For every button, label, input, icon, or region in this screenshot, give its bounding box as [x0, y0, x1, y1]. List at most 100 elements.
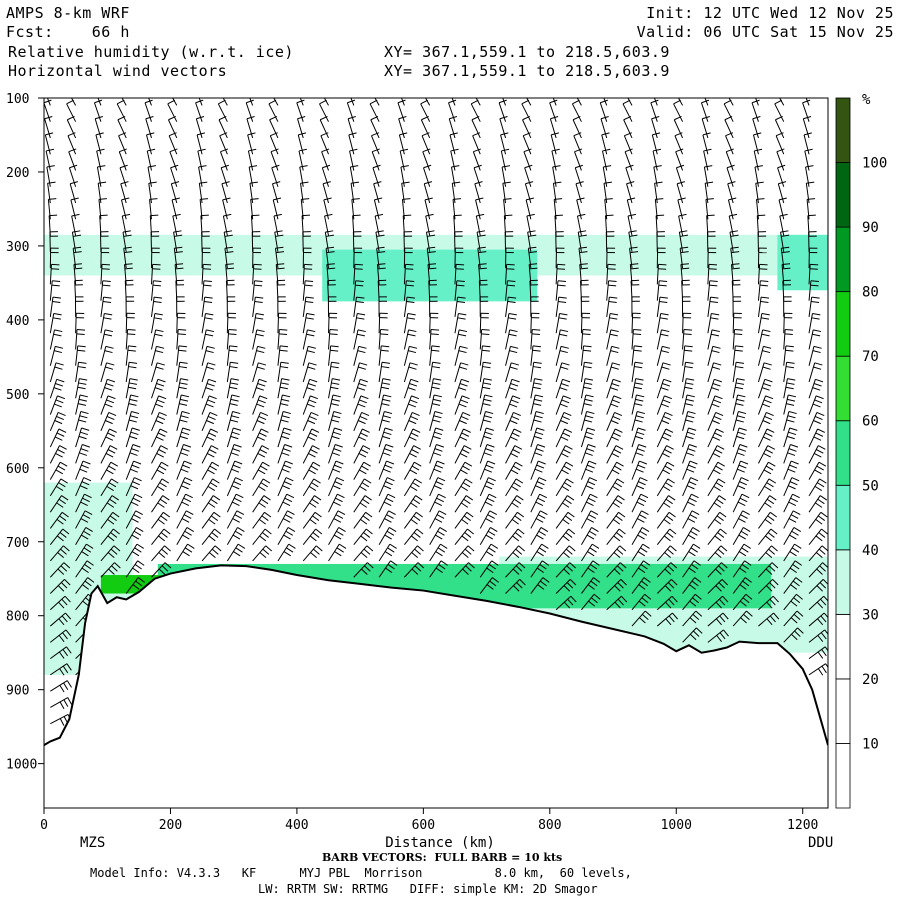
wind-barb-774	[677, 98, 684, 106]
wind-barb-680	[601, 148, 611, 171]
wind-barb-909	[774, 99, 785, 122]
wind-barb-863	[732, 427, 747, 448]
physics-info: LW: RRTM SW: RRTMG DIFF: simple KM: 2D S…	[258, 882, 598, 896]
wind-barb-113	[121, 213, 131, 236]
wind-barb-109	[118, 148, 127, 171]
wind-barb-876	[751, 99, 760, 122]
wind-barb-526	[475, 197, 484, 220]
wind-barb-582	[521, 99, 532, 122]
y-tick-label-700: 700	[6, 536, 29, 551]
wind-barb-348	[324, 213, 333, 236]
wind-barb-773	[656, 612, 679, 627]
wind-barb-820	[707, 280, 718, 301]
wind-barb-466	[424, 197, 433, 220]
wind-barb-365	[328, 493, 345, 513]
wind-barb-679	[601, 132, 610, 155]
wind-barb-862	[732, 411, 747, 431]
wind-barb-493	[450, 148, 459, 171]
wind-barb-443	[403, 312, 416, 334]
y-tick-label-200: 200	[6, 166, 29, 181]
wind-barb-304	[277, 444, 293, 464]
wind-barb-372	[348, 132, 357, 155]
wind-barb-422	[378, 460, 395, 480]
wind-barb-554	[500, 148, 510, 171]
wind-barb-812	[703, 148, 712, 171]
wind-barb-537	[479, 378, 492, 399]
wind-barb-248	[226, 477, 243, 497]
wind-barb-793	[682, 394, 695, 415]
wind-barb-857	[732, 329, 743, 350]
wind-barb-634	[555, 445, 573, 464]
wind-barb-333	[302, 445, 320, 464]
wind-barb-149	[150, 296, 163, 317]
wind-barb-652	[576, 213, 586, 236]
wind-barb-855	[732, 296, 742, 317]
wind-barb-672	[580, 543, 600, 562]
wind-barb-454	[403, 495, 423, 513]
wind-barb-42	[67, 132, 77, 155]
wind-barb-687	[606, 263, 616, 285]
wind-barb-869	[732, 527, 751, 545]
wind-barb-572	[505, 445, 523, 464]
wind-barb-916	[779, 213, 788, 236]
wind-barb-650	[575, 181, 584, 204]
y-tick-label-800: 800	[6, 610, 29, 625]
wind-barb-222	[201, 528, 222, 546]
wind-barb-370	[346, 99, 356, 122]
wind-barb-697	[606, 428, 623, 448]
wind-barb-692	[606, 345, 620, 366]
wind-barb-542	[479, 460, 496, 480]
wind-barb-492	[449, 132, 458, 155]
wind-barb-744	[651, 132, 661, 155]
wind-barb-847	[726, 164, 735, 187]
wind-barb-20	[49, 411, 66, 432]
wind-barb-347	[323, 197, 332, 220]
wind-barb-430	[397, 99, 406, 122]
wind-barb-977	[808, 663, 828, 676]
wind-barb-418	[378, 394, 392, 415]
wind-barb-796	[682, 444, 697, 464]
wind-barb-407	[374, 213, 384, 236]
wind-barb-368	[328, 543, 347, 562]
wind-barb-384	[353, 329, 366, 350]
barb-note: BARB VECTORS: FULL BARB = 10 kts	[322, 851, 563, 864]
wind-barb-860	[732, 378, 745, 399]
wind-barb-826	[707, 378, 722, 399]
wind-barb-354	[328, 312, 338, 334]
wind-barb-968	[808, 511, 828, 529]
wind-barb-37	[50, 697, 73, 710]
wind-barb-965	[808, 461, 827, 480]
wind-barb-66	[75, 527, 93, 545]
wind-barb-41	[66, 115, 77, 139]
wind-barb-885	[757, 247, 767, 269]
wind-barb-157	[151, 428, 168, 448]
wind-barb-329	[302, 378, 318, 399]
colorbar-label-80: 80	[862, 285, 879, 301]
wind-barb-806	[682, 610, 703, 627]
wind-barb-834	[707, 511, 727, 529]
wind-barb-162	[151, 511, 171, 529]
wind-barb-824	[707, 345, 721, 366]
wind-barb-337	[302, 511, 322, 529]
wind-barb-754	[656, 296, 668, 317]
wind-barb-484	[429, 493, 446, 513]
wind-barb-18	[49, 378, 65, 399]
wind-barb-89	[100, 312, 113, 334]
wind-barb-566	[505, 345, 519, 366]
wind-barb-832	[707, 478, 726, 497]
wind-barb-101	[100, 511, 120, 529]
wind-barb-175	[173, 230, 183, 252]
wind-barb-596	[530, 329, 541, 350]
wind-barb-693	[606, 362, 621, 383]
wind-barb-911	[775, 132, 785, 155]
wind-barb-874	[732, 610, 753, 627]
wind-barb-519	[475, 98, 481, 106]
wind-barb-16	[49, 345, 64, 366]
wind-barb-306	[277, 477, 294, 497]
wind-barb-767	[656, 511, 676, 529]
wind-barb-450	[403, 428, 421, 448]
wind-barb-930	[783, 444, 799, 464]
wind-barb-310	[277, 543, 296, 562]
wind-barb-637	[555, 495, 575, 513]
wind-barb-61	[75, 444, 90, 464]
